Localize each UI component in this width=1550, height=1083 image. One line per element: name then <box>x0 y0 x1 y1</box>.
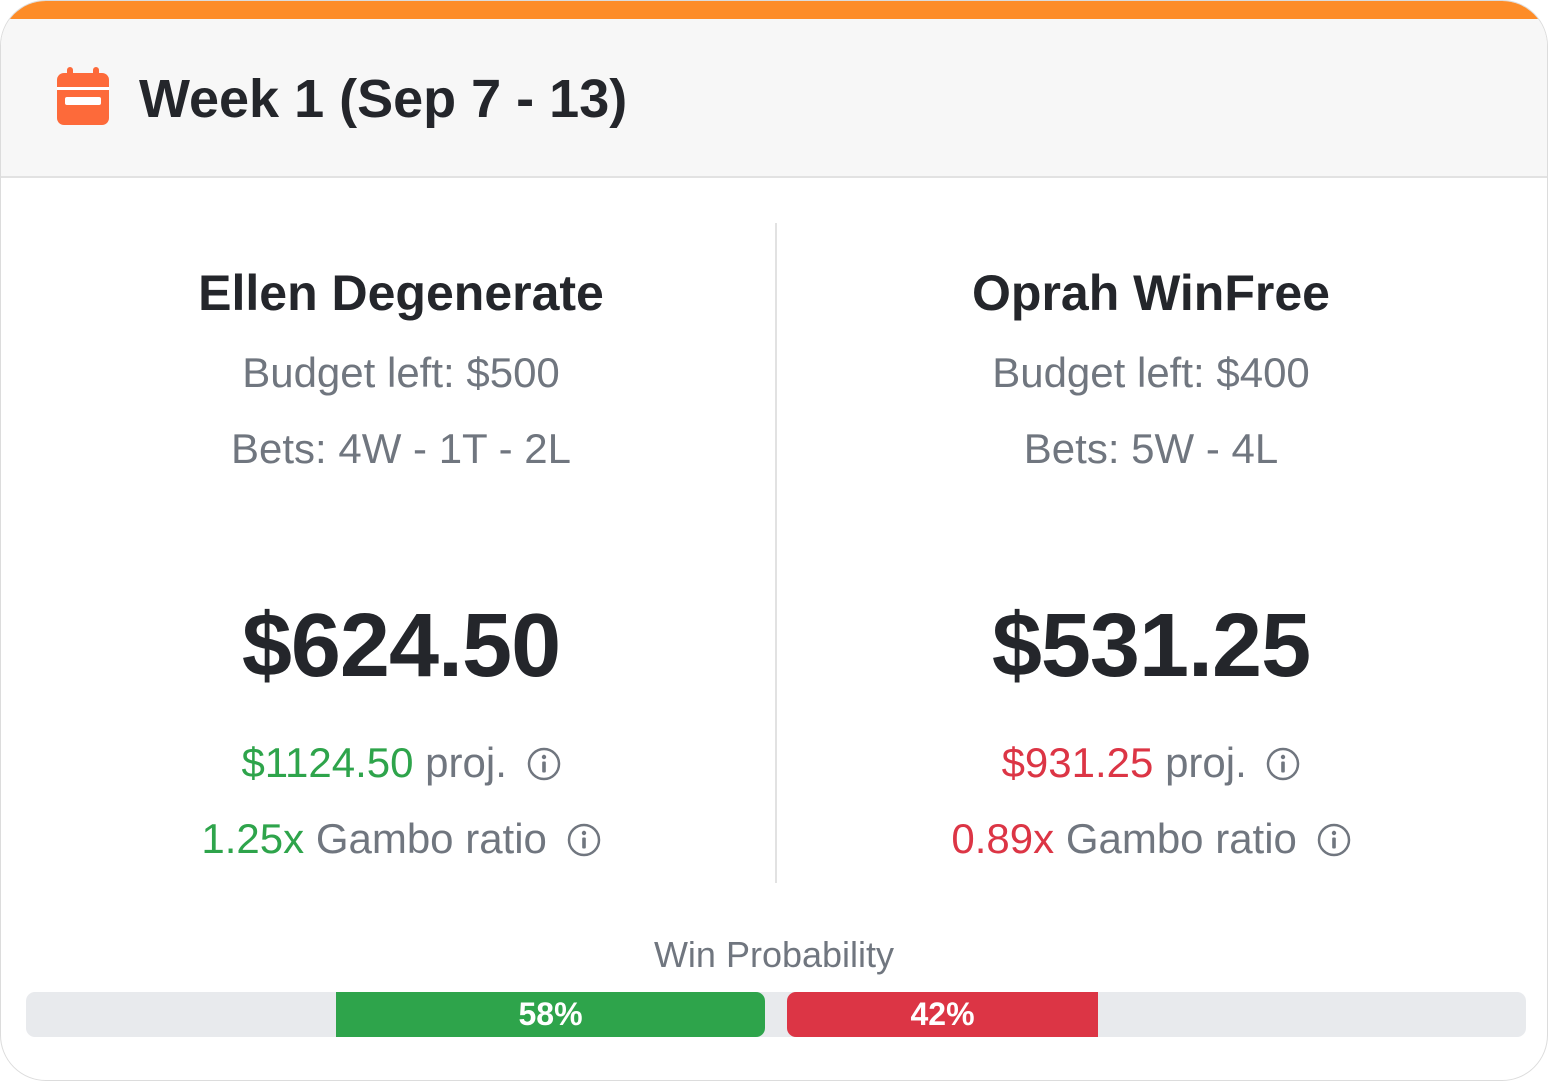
player-name: Oprah WinFree <box>972 265 1330 321</box>
player-name: Ellen Degenerate <box>198 265 604 321</box>
projected-value: $931.25 <box>1001 739 1154 786</box>
projected-label: proj. <box>425 739 507 786</box>
budget-left: Budget left: $400 <box>992 349 1310 396</box>
current-amount: $624.50 <box>241 596 561 696</box>
win-probability-bar-right: 42% <box>787 992 1098 1037</box>
win-probability-label: Win Probability <box>653 934 895 975</box>
info-icon[interactable] <box>567 823 601 857</box>
info-icon[interactable] <box>527 747 561 781</box>
projected-value: $1124.50 <box>241 739 414 786</box>
info-icon[interactable] <box>1317 823 1351 857</box>
ratio-value: 0.89x <box>951 815 1055 862</box>
current-amount: $531.25 <box>991 596 1311 696</box>
budget-left: Budget left: $500 <box>242 349 560 396</box>
projection-row: $1124.50 proj. <box>51 725 751 801</box>
ratio-label: Gambo ratio <box>315 815 547 862</box>
gambo-ratio-row: 0.89x Gambo ratio <box>801 801 1501 877</box>
info-icon[interactable] <box>1266 747 1300 781</box>
bets-record: Bets: 5W - 4L <box>1023 425 1279 472</box>
ratio-label: Gambo ratio <box>1065 815 1297 862</box>
player-panel-right: Oprah WinFree Budget left: $400 Bets: 5W… <box>801 251 1501 877</box>
projected-label: proj. <box>1165 739 1247 786</box>
win-probability-bar-left: 58% <box>336 992 765 1037</box>
accent-bar <box>1 1 1547 19</box>
calendar-icon <box>57 67 109 125</box>
player-panel-left: Ellen Degenerate Budget left: $500 Bets:… <box>51 251 751 877</box>
ratio-value: 1.25x <box>201 815 305 862</box>
week-title: Week 1 (Sep 7 - 13) <box>139 69 628 129</box>
bets-record: Bets: 4W - 1T - 2L <box>231 425 571 472</box>
projection-row: $931.25 proj. <box>801 725 1501 801</box>
win-probability-track <box>26 992 1526 1037</box>
card-header: Week 1 (Sep 7 - 13) <box>1 19 1547 178</box>
gambo-ratio-row: 1.25x Gambo ratio <box>51 801 751 877</box>
column-divider <box>775 223 777 883</box>
